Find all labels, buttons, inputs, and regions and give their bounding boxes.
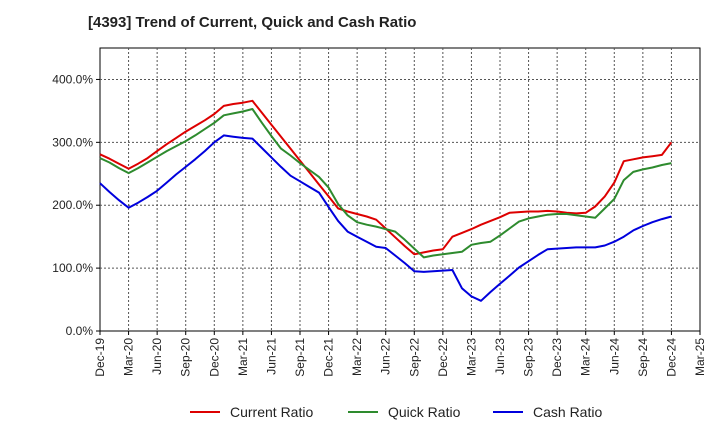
y-axis: 0.0% 100.0% 200.0% 300.0% 400.0% [52, 72, 100, 338]
series-line-cash-ratio [99, 134, 672, 302]
series-line-quick-ratio [99, 108, 672, 259]
y-tick-label: 100.0% [52, 261, 93, 275]
chart-title: [4393] Trend of Current, Quick and Cash … [88, 14, 417, 31]
x-tick-label: Jun-24 [607, 338, 621, 375]
legend: Current Ratio Quick Ratio Cash Ratio [0, 404, 720, 426]
x-tick-label: Jun-23 [493, 338, 507, 375]
x-tick-label: Dec-20 [207, 338, 221, 377]
legend-item-current-ratio: Current Ratio [190, 404, 313, 420]
x-tick-label: Mar-20 [122, 338, 136, 376]
legend-label-cash-ratio: Cash Ratio [533, 404, 603, 420]
x-tick-label: Mar-24 [579, 338, 593, 376]
y-tick-label: 300.0% [52, 135, 93, 149]
x-tick-label: Dec-23 [550, 338, 564, 377]
x-tick-label: Dec-19 [93, 338, 107, 377]
x-tick-label: Mar-23 [464, 338, 478, 376]
legend-item-quick-ratio: Quick Ratio [348, 404, 460, 420]
x-tick-label: Sep-21 [293, 338, 307, 377]
x-tick-label: Jun-21 [264, 338, 278, 375]
legend-item-cash-ratio: Cash Ratio [493, 404, 602, 420]
x-tick-label: Sep-24 [636, 338, 650, 377]
x-tick-label: Mar-25 [693, 338, 707, 376]
x-tick-label: Dec-24 [664, 338, 678, 377]
x-tick-label: Mar-21 [236, 338, 250, 376]
legend-swatch-quick-ratio [348, 411, 378, 413]
series-lines [99, 99, 673, 302]
y-tick-label: 400.0% [52, 72, 93, 86]
x-tick-label: Jun-20 [150, 338, 164, 375]
y-tick-label: 200.0% [52, 198, 93, 212]
plot-area [99, 47, 701, 332]
x-tick-label: Sep-20 [179, 338, 193, 377]
legend-swatch-cash-ratio [493, 411, 523, 413]
x-tick-label: Sep-23 [522, 338, 536, 377]
legend-swatch-current-ratio [190, 411, 220, 413]
x-tick-label: Mar-22 [350, 338, 364, 376]
x-tick-label: Dec-22 [436, 338, 450, 377]
legend-label-current-ratio: Current Ratio [230, 404, 314, 420]
legend-label-quick-ratio: Quick Ratio [388, 404, 461, 420]
x-axis: Dec-19 Mar-20 Jun-20 Sep-20 Dec-20 Mar-21 Jun-… [93, 331, 707, 377]
x-tick-label: Jun-22 [379, 338, 393, 375]
x-tick-label: Dec-21 [322, 338, 336, 377]
y-tick-label: 0.0% [66, 324, 94, 338]
x-tick-label: Sep-22 [407, 338, 421, 377]
